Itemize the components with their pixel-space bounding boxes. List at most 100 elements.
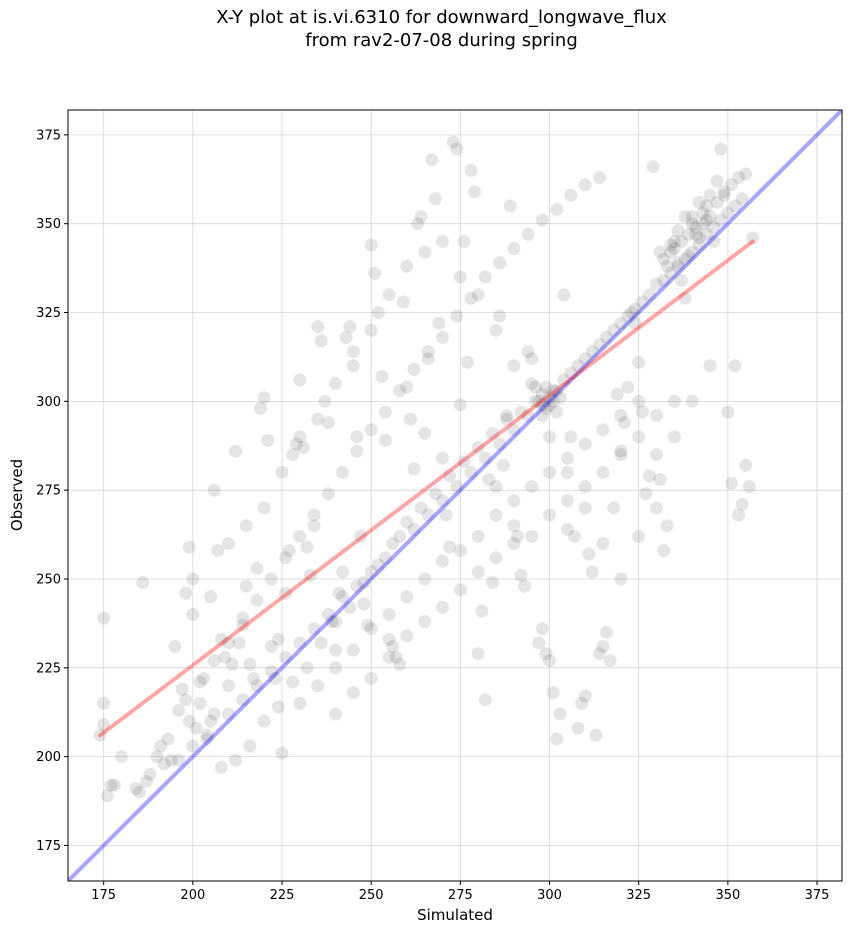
data-point xyxy=(336,465,350,479)
data-point xyxy=(436,330,449,344)
data-point xyxy=(154,739,168,753)
data-point xyxy=(532,394,546,408)
data-point xyxy=(728,199,742,213)
data-point xyxy=(93,728,107,742)
data-point xyxy=(336,565,350,579)
data-point xyxy=(571,721,585,735)
data-point xyxy=(393,384,407,398)
data-point xyxy=(364,238,378,252)
data-point xyxy=(593,171,606,184)
data-point xyxy=(264,572,278,586)
data-point xyxy=(685,217,699,231)
data-point xyxy=(193,696,207,710)
data-point xyxy=(593,647,606,661)
data-point xyxy=(179,586,193,600)
data-point xyxy=(225,657,239,671)
data-point xyxy=(257,501,271,515)
y-tick-label: 325 xyxy=(36,306,61,321)
data-point xyxy=(182,540,196,554)
data-point xyxy=(550,384,564,398)
data-point xyxy=(657,274,671,287)
data-point xyxy=(368,266,382,280)
data-point xyxy=(400,629,414,643)
data-point xyxy=(642,288,656,302)
data-point xyxy=(318,394,332,408)
data-point xyxy=(361,618,375,632)
data-point xyxy=(172,704,186,717)
data-point xyxy=(742,480,756,494)
data-point xyxy=(403,412,417,426)
data-point xyxy=(557,288,571,302)
data-point xyxy=(543,430,556,444)
data-point xyxy=(321,608,335,621)
data-point xyxy=(354,529,367,543)
data-point xyxy=(664,266,678,280)
x-axis-label: Simulated xyxy=(417,906,493,924)
data-point xyxy=(421,345,435,359)
data-point xyxy=(578,352,592,366)
data-point xyxy=(685,210,699,224)
data-point xyxy=(578,501,592,515)
data-point xyxy=(247,672,260,685)
data-point xyxy=(325,615,339,629)
chart-title: X-Y plot at is.vi.6310 for downward_long… xyxy=(216,7,667,51)
data-point xyxy=(642,469,656,483)
data-point xyxy=(507,423,521,437)
data-point xyxy=(329,643,342,657)
x-tick-label: 375 xyxy=(805,888,830,903)
data-point xyxy=(207,707,221,721)
data-point xyxy=(300,540,314,554)
data-point xyxy=(667,430,681,444)
data-point xyxy=(475,604,489,618)
data-point xyxy=(521,227,535,241)
data-point xyxy=(300,661,314,675)
data-point xyxy=(667,394,681,408)
data-point xyxy=(660,519,674,533)
data-point xyxy=(382,632,396,646)
data-point xyxy=(321,416,335,430)
data-point xyxy=(214,632,228,646)
data-point xyxy=(553,707,567,721)
x-tick-label: 250 xyxy=(359,888,384,903)
data-point xyxy=(578,178,592,192)
data-point xyxy=(450,142,464,156)
data-point xyxy=(143,767,157,781)
data-point xyxy=(692,231,706,245)
data-point xyxy=(714,142,728,156)
data-point xyxy=(461,355,474,369)
data-point xyxy=(129,782,143,796)
data-point xyxy=(168,640,182,653)
data-point xyxy=(468,185,482,199)
data-point xyxy=(264,664,278,678)
data-point xyxy=(396,295,410,309)
data-point xyxy=(682,249,696,263)
data-point xyxy=(268,672,282,685)
data-point xyxy=(204,714,218,728)
data-point xyxy=(525,529,539,543)
data-point xyxy=(689,220,703,234)
data-point xyxy=(493,309,507,323)
y-tick-label: 225 xyxy=(36,661,61,676)
x-tick-label: 225 xyxy=(270,888,295,903)
data-point xyxy=(525,480,539,494)
x-tick-label: 200 xyxy=(180,888,205,903)
data-point xyxy=(500,409,514,423)
data-point xyxy=(386,537,400,550)
data-point xyxy=(257,714,271,728)
data-point xyxy=(257,391,271,405)
data-point xyxy=(339,330,353,344)
data-point xyxy=(653,473,667,486)
data-point xyxy=(607,501,621,515)
data-points xyxy=(93,135,760,803)
data-point xyxy=(186,572,200,586)
data-point xyxy=(685,394,699,408)
data-point xyxy=(717,185,731,199)
regression-fit-line xyxy=(98,239,755,738)
data-point xyxy=(378,405,392,419)
data-point xyxy=(457,235,471,248)
data-point xyxy=(575,696,589,710)
data-point xyxy=(496,458,510,472)
data-point xyxy=(279,650,293,664)
data-point xyxy=(293,696,307,710)
